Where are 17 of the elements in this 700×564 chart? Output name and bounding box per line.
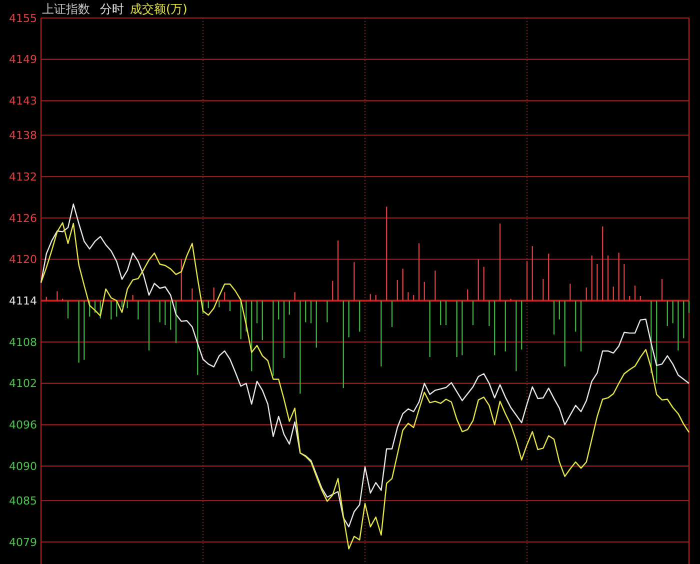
y-tick-label: 4143 [9,94,37,108]
text: 成交额(万) [130,2,188,16]
y-tick-label: 4114 [9,294,37,308]
y-tick-label: 4155 [9,12,37,25]
chart-title: 上证指数 [42,2,90,16]
y-tick-label: 4149 [9,53,37,66]
y-tick-label: 4132 [9,170,37,184]
y-tick-label: 4126 [9,212,37,225]
y-tick-label: 4090 [9,460,37,473]
y-tick-label: 4138 [9,129,37,142]
y-tick-label: 4079 [9,536,37,549]
y-tick-label: 4120 [9,253,37,266]
text: 分时 [100,2,124,16]
y-tick-label: 4085 [9,494,37,508]
y-tick-label: 4102 [9,377,37,390]
y-tick-label: 4108 [9,336,37,349]
y-tick-label: 4096 [9,418,37,432]
